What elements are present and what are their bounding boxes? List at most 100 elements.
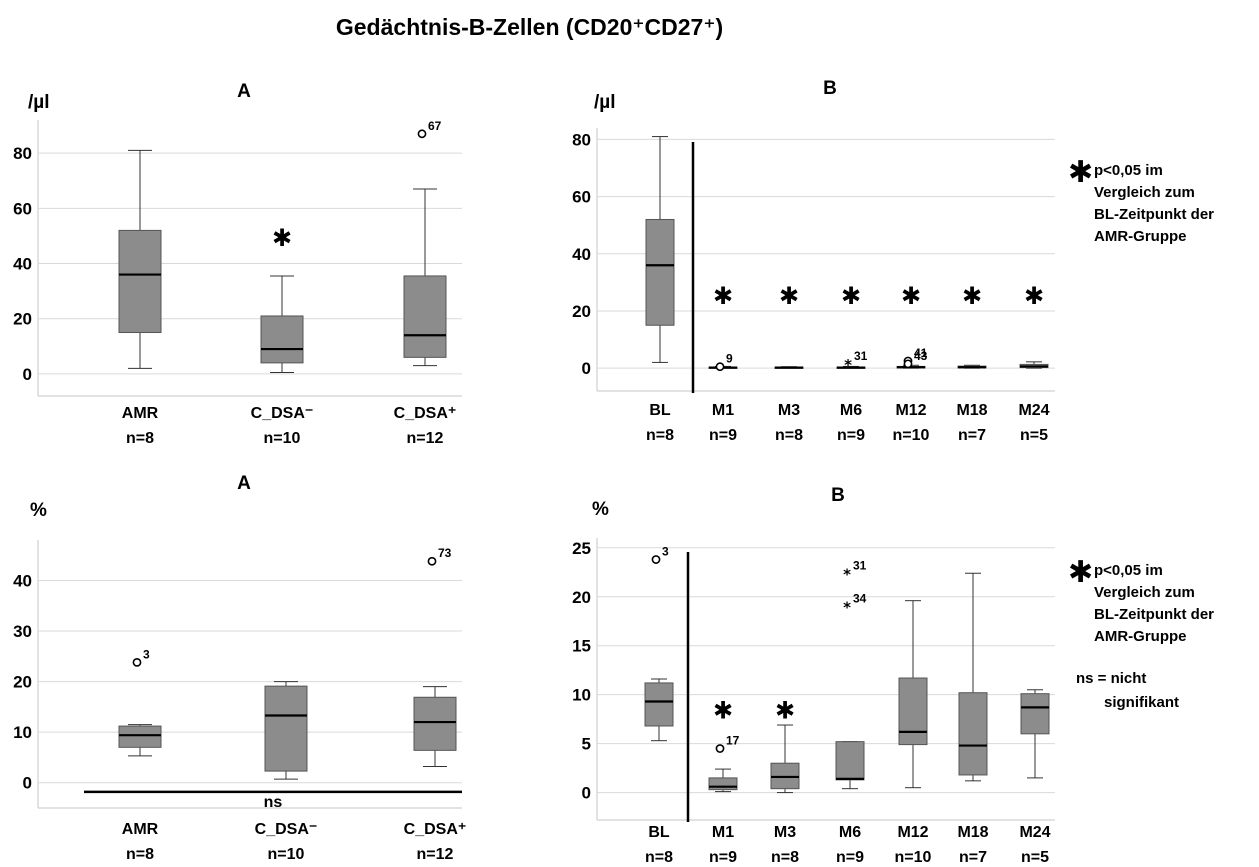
outlier-label: 31 [854, 349, 868, 363]
x-n-label: n=10 [893, 427, 930, 444]
box-iqr [264, 685, 308, 772]
significance-asterisk: ✱ [779, 282, 799, 310]
legend-line: Vergleich zum [1094, 584, 1195, 601]
asterisk-icon: ✱ [1068, 156, 1094, 189]
ns-legend-line: signifikant [1104, 694, 1180, 711]
legend-line: BL-Zeitpunkt der [1094, 206, 1214, 223]
y-tick-label: 15 [572, 637, 591, 656]
y-tick-label: 0 [23, 365, 32, 384]
outlier-point: * [844, 356, 852, 374]
significance-asterisk: ✱ [713, 696, 733, 724]
significance-asterisk: ✱ [775, 696, 795, 724]
x-category-label: M12 [895, 402, 926, 419]
legend-line: AMR-Gruppe [1094, 228, 1187, 245]
outlier-point [715, 744, 725, 753]
box-iqr [958, 692, 988, 776]
x-n-label: n=12 [407, 430, 444, 447]
significance-legend-top: ✱ p<0,05 im Vergleich zum BL-Zeitpunkt d… [1068, 156, 1258, 260]
y-tick-label: 30 [13, 622, 32, 641]
x-category-label: M3 [778, 402, 800, 419]
box-iqr [1020, 693, 1050, 735]
panel-label: B [823, 78, 837, 99]
box-iqr [118, 229, 162, 334]
x-n-label: n=10 [264, 430, 301, 447]
significance-asterisk: ✱ [713, 282, 733, 310]
box-iqr [708, 777, 738, 791]
outlier-label: 34 [853, 592, 867, 606]
y-tick-label: 0 [582, 784, 591, 803]
x-n-label: n=9 [837, 427, 865, 444]
x-n-label: n=12 [417, 846, 454, 863]
legend-line: AMR-Gruppe [1094, 628, 1187, 645]
x-category-label: BL [648, 824, 670, 841]
x-n-label: n=8 [126, 430, 154, 447]
ns-label: ns [264, 794, 283, 811]
y-tick-label: 20 [572, 302, 591, 321]
y-tick-label: 10 [572, 686, 591, 705]
x-category-label: M12 [897, 824, 928, 841]
legend-line: BL-Zeitpunkt der [1094, 606, 1214, 623]
x-n-label: n=5 [1020, 427, 1048, 444]
x-category-label: M18 [956, 402, 987, 419]
x-category-label: M3 [774, 824, 796, 841]
x-n-label: n=8 [775, 427, 803, 444]
outlier-label: 17 [726, 734, 740, 748]
outlier-point [651, 555, 661, 564]
y-tick-label: 5 [582, 735, 591, 754]
outlier-label: 31 [853, 558, 867, 572]
x-category-label: C_DSA⁺ [404, 821, 467, 838]
x-n-label: n=8 [126, 846, 154, 863]
y-tick-label: 20 [572, 588, 591, 607]
box-iqr [645, 218, 675, 326]
box-iqr [260, 315, 304, 364]
y-tick-label: 80 [13, 144, 32, 163]
box-iqr [644, 682, 674, 727]
y-tick-label: 60 [572, 188, 591, 207]
x-category-label: M24 [1018, 402, 1049, 419]
outlier-label: 41 [914, 346, 928, 360]
outlier-label: 73 [438, 546, 452, 560]
asterisk-icon: ✱ [1068, 556, 1094, 589]
y-tick-label: 20 [13, 673, 32, 692]
legend-text: p<0,05 im Vergleich zum BL-Zeitpunkt der… [1094, 160, 1214, 248]
significance-asterisk: ✱ [962, 282, 982, 310]
x-category-label: M18 [957, 824, 988, 841]
box-iqr [118, 725, 162, 748]
x-category-label: M6 [839, 824, 861, 841]
legend-line: Vergleich zum [1094, 184, 1195, 201]
x-n-label: n=7 [959, 849, 987, 866]
x-category-label: C_DSA⁻ [255, 821, 318, 838]
significance-asterisk: ✱ [1024, 282, 1044, 310]
panel-label: A [237, 81, 251, 102]
outlier-label: 9 [726, 352, 733, 366]
y-tick-label: 20 [13, 310, 32, 329]
outlier-point [427, 556, 437, 566]
panel-label: A [237, 473, 251, 494]
y-axis-label: /µl [594, 92, 616, 113]
x-category-label: C_DSA⁺ [394, 405, 457, 422]
figure-title: Gedächtnis-B-Zellen (CD20⁺CD27⁺) [335, 14, 724, 40]
outlier-point: * [843, 599, 851, 617]
x-category-label: M1 [712, 824, 734, 841]
y-tick-label: 40 [13, 571, 32, 590]
significance-legend-bottom: ✱ p<0,05 im Vergleich zum BL-Zeitpunkt d… [1068, 556, 1258, 720]
outlier-point [417, 129, 427, 139]
x-n-label: n=10 [268, 846, 305, 863]
x-category-label: AMR [122, 821, 159, 838]
x-n-label: n=5 [1021, 849, 1049, 866]
y-tick-label: 0 [23, 774, 32, 793]
legend-line: p<0,05 im [1094, 562, 1163, 579]
y-axis-label: % [30, 500, 47, 521]
y-tick-label: 25 [572, 539, 591, 558]
outlier-point [903, 359, 913, 369]
legend-text: p<0,05 im Vergleich zum BL-Zeitpunkt der… [1094, 560, 1214, 648]
y-tick-label: 60 [13, 199, 32, 218]
box-iqr [898, 677, 928, 746]
x-n-label: n=8 [646, 427, 674, 444]
x-category-label: C_DSA⁻ [251, 405, 314, 422]
outlier-point [715, 362, 725, 372]
x-n-label: n=7 [958, 427, 986, 444]
outlier-label: 3 [662, 545, 669, 559]
x-n-label: n=8 [771, 849, 799, 866]
outlier-point [132, 657, 142, 667]
